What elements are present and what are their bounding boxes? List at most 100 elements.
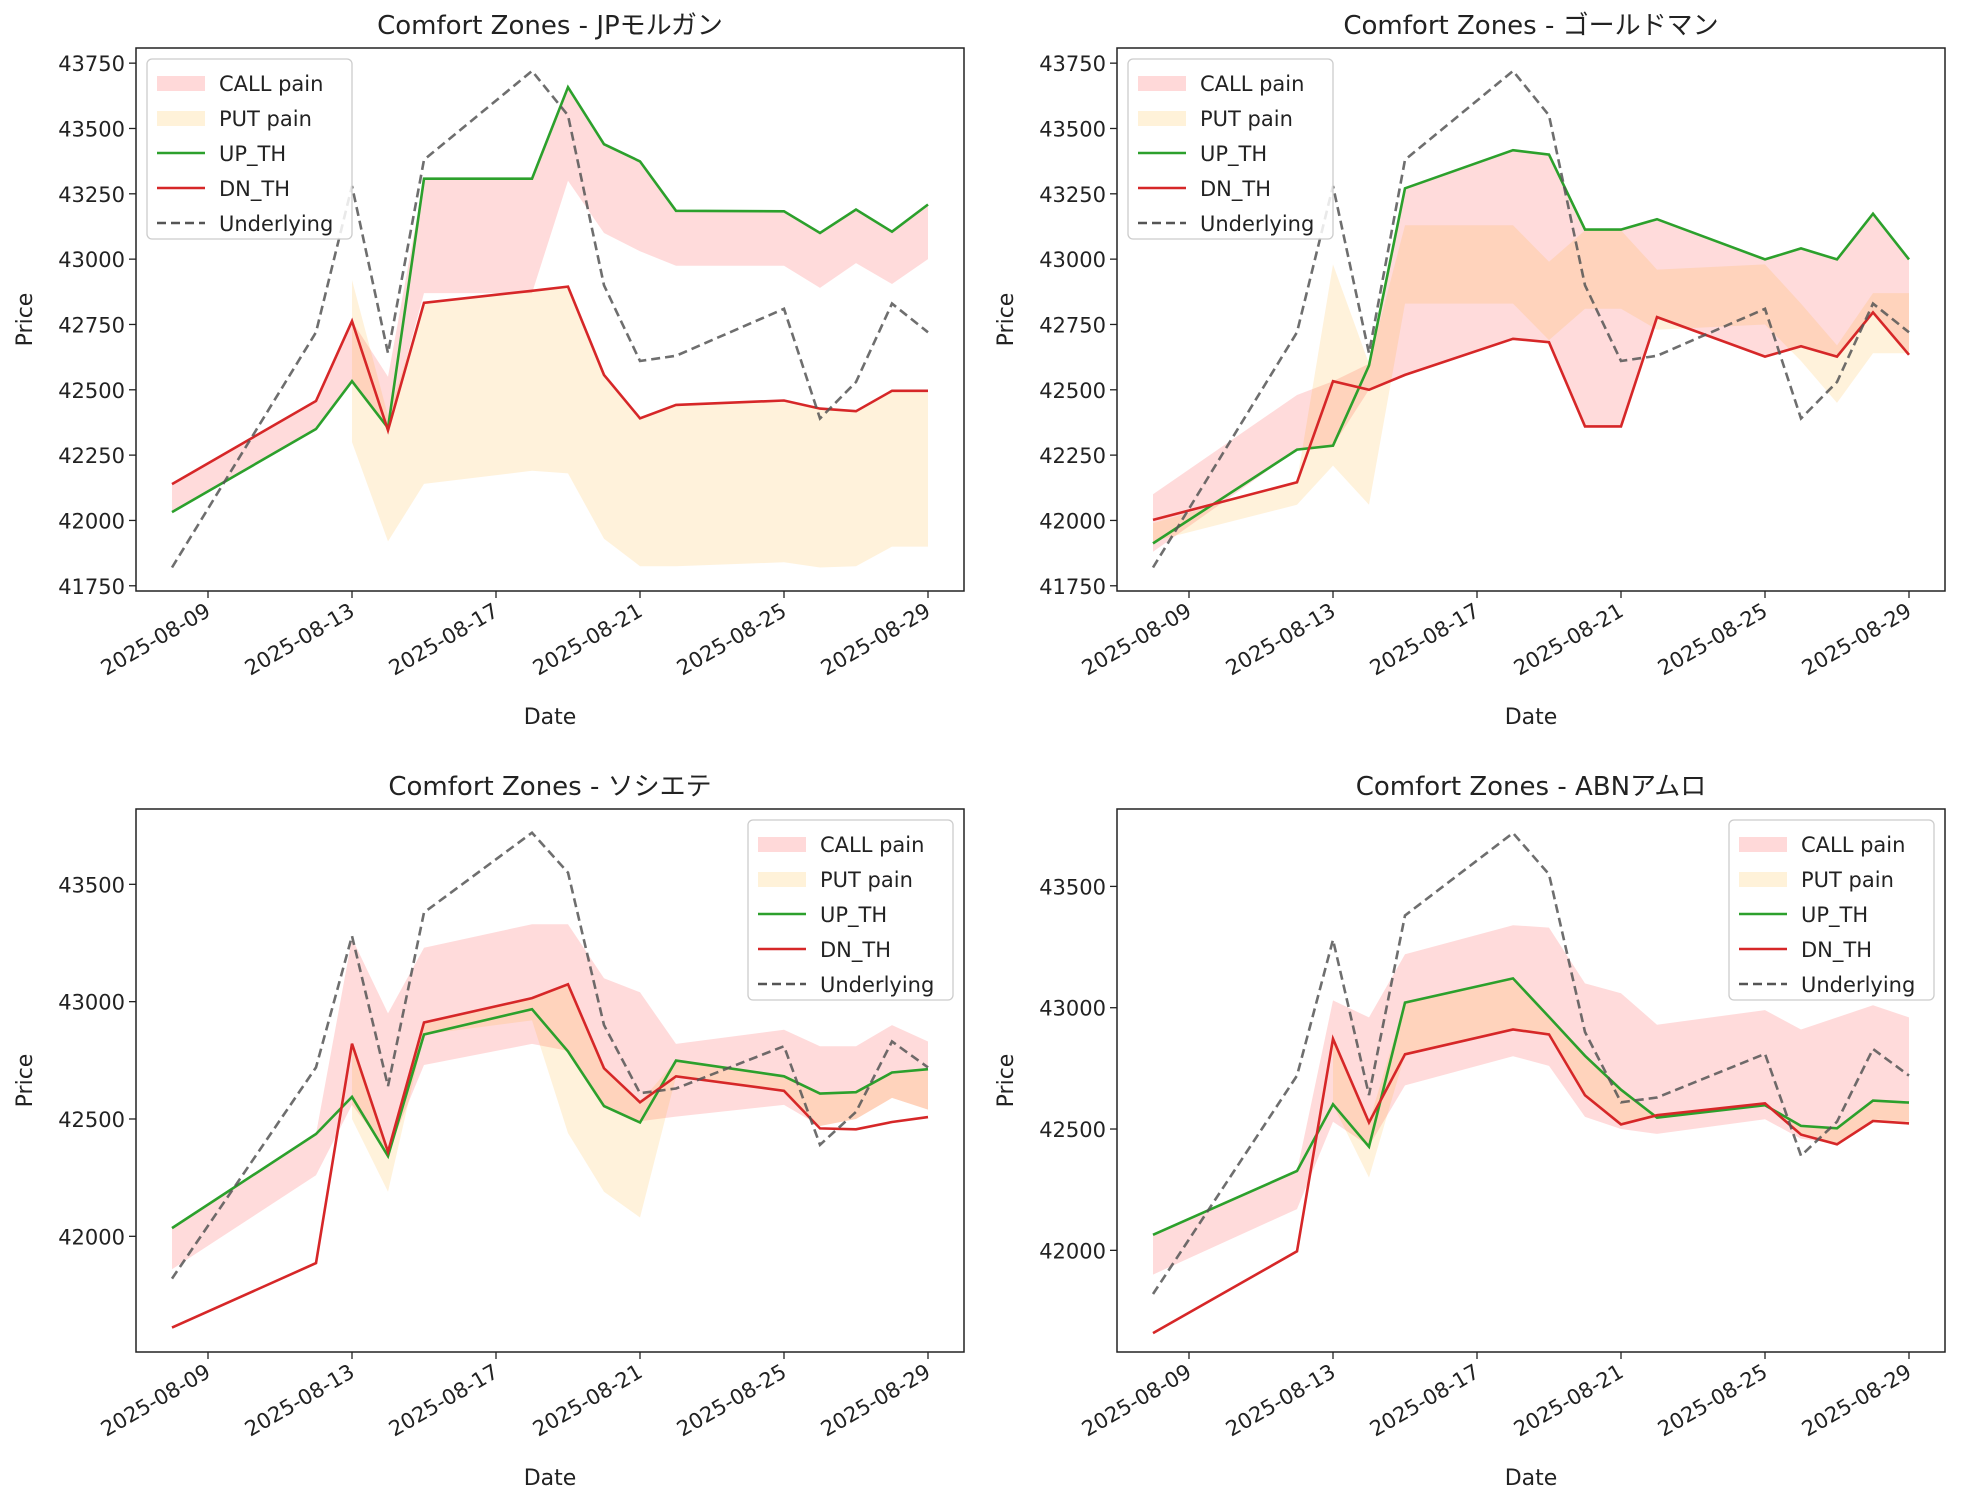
y-axis-label: Price [994,293,1019,347]
x-tick-label: 2025-08-29 [1798,599,1916,681]
legend-label-underlying: Underlying [1200,212,1314,236]
y-tick-label: 43000 [58,248,125,272]
x-tick-label: 2025-08-17 [1366,1360,1484,1442]
y-tick-label: 41750 [58,575,125,599]
legend-label-underlying: Underlying [820,973,934,997]
x-tick-label: 2025-08-13 [1222,599,1340,681]
legend-swatch-call-pain [1739,837,1787,852]
y-tick-label: 43000 [58,991,125,1015]
x-axis-label: Date [1505,1466,1558,1491]
y-axis-label: Price [13,293,38,347]
up-th-line [171,84,929,514]
legend-swatch-call-pain [758,837,806,852]
x-tick-label: 2025-08-09 [97,599,215,681]
x-tick-label: 2025-08-09 [1078,1360,1196,1442]
y-axis-label: Price [994,1054,1019,1108]
legend-frame [1127,58,1334,240]
x-tick-label: 2025-08-21 [1510,1360,1628,1442]
x-tick-label: 2025-08-29 [817,599,935,681]
legend-label-put-pain: PUT pain [1200,107,1293,131]
legend-swatch-put-pain [1138,111,1186,126]
y-tick-label: 42500 [1039,1118,1106,1142]
legend-frame [747,819,954,1001]
y-tick-label: 43250 [1039,183,1106,207]
legend-label-underlying: Underlying [1801,973,1915,997]
x-axis-label: Date [1505,705,1558,730]
x-tick-label: 2025-08-21 [1510,599,1628,681]
y-tick-label: 42000 [58,509,125,533]
chart-title: Comfort Zones - JPモルガン [377,11,723,41]
y-tick-label: 41750 [1039,575,1106,599]
legend-label-underlying: Underlying [219,212,333,236]
x-tick-label: 2025-08-29 [817,1360,935,1442]
call-pain-band [172,87,928,513]
plot-area [170,69,929,569]
x-axis-label: Date [524,705,577,730]
legend-label-dn-th: DN_TH [820,938,891,963]
legend-swatch-call-pain [157,76,205,91]
y-tick-label: 42500 [58,1108,125,1132]
chart-title: Comfort Zones - ABNアムロ [1356,772,1707,802]
legend-frame [1728,819,1935,1001]
legend: CALL pain PUT pain UP_TH DN_TH Underlying [1728,819,1935,1001]
put-pain-band [1153,225,1909,542]
underlying-line [170,830,929,1280]
legend-label-dn-th: DN_TH [1801,938,1872,963]
x-tick-label: 2025-08-25 [673,1360,791,1442]
plot-area [1151,831,1910,1335]
legend-label-dn-th: DN_TH [1200,177,1271,202]
legend-frame [146,58,353,240]
y-tick-label: 43750 [58,52,125,76]
y-tick-label: 43250 [58,183,125,207]
legend-label-call-pain: CALL pain [1801,833,1905,857]
x-tick-label: 2025-08-21 [529,599,647,681]
dn-th-line [1152,1028,1910,1335]
x-tick-label: 2025-08-09 [97,1360,215,1442]
x-tick-label: 2025-08-13 [241,1360,359,1442]
up-th-line [171,1007,929,1230]
plot-frame [135,47,965,592]
chart-title: Comfort Zones - ゴールドマン [1343,11,1718,41]
y-tick-label: 42250 [58,444,125,468]
plot-area [170,830,929,1329]
dn-th-line [1152,310,1910,522]
y-tick-label: 42750 [1039,313,1106,337]
y-tick-label: 42500 [1039,379,1106,403]
x-axis-label: Date [524,1466,577,1491]
y-tick-label: 43000 [1039,997,1106,1021]
x-tick-label: 2025-08-09 [1078,599,1196,681]
underlying-line [1151,831,1910,1295]
dn-th-line [171,982,929,1329]
legend-label-put-pain: PUT pain [820,868,913,892]
call-pain-band [172,924,928,1270]
up-th-line [1152,148,1911,545]
x-tick-label: 2025-08-13 [1222,1360,1340,1442]
x-tick-label: 2025-08-29 [1798,1360,1916,1442]
y-tick-label: 42000 [1039,509,1106,533]
plot-area [1151,69,1911,569]
legend-label-up-th: UP_TH [1801,903,1868,928]
call-pain-band [1153,150,1909,552]
legend-swatch-put-pain [1739,872,1787,887]
put-pain-band [1333,978,1909,1178]
y-tick-label: 43750 [1039,52,1106,76]
legend-label-up-th: UP_TH [1200,142,1267,167]
y-axis-label: Price [13,1054,38,1108]
legend-label-up-th: UP_TH [219,142,286,167]
legend-label-put-pain: PUT pain [1801,868,1894,892]
x-tick-label: 2025-08-17 [1366,599,1484,681]
x-tick-label: 2025-08-25 [1654,599,1772,681]
y-tick-label: 43500 [1039,117,1106,141]
x-tick-label: 2025-08-17 [385,599,503,681]
underlying-line [170,69,929,569]
y-tick-label: 42000 [1039,1239,1106,1263]
legend-swatch-put-pain [758,872,806,887]
legend: CALL pain PUT pain UP_TH DN_TH Underlying [747,819,954,1001]
legend: CALL pain PUT pain UP_TH DN_TH Underlying [146,58,353,240]
call-pain-band [1153,925,1909,1275]
legend-swatch-put-pain [157,111,205,126]
plot-frame [135,808,965,1353]
legend: CALL pain PUT pain UP_TH DN_TH Underlying [1127,58,1334,240]
put-pain-band [352,984,928,1218]
